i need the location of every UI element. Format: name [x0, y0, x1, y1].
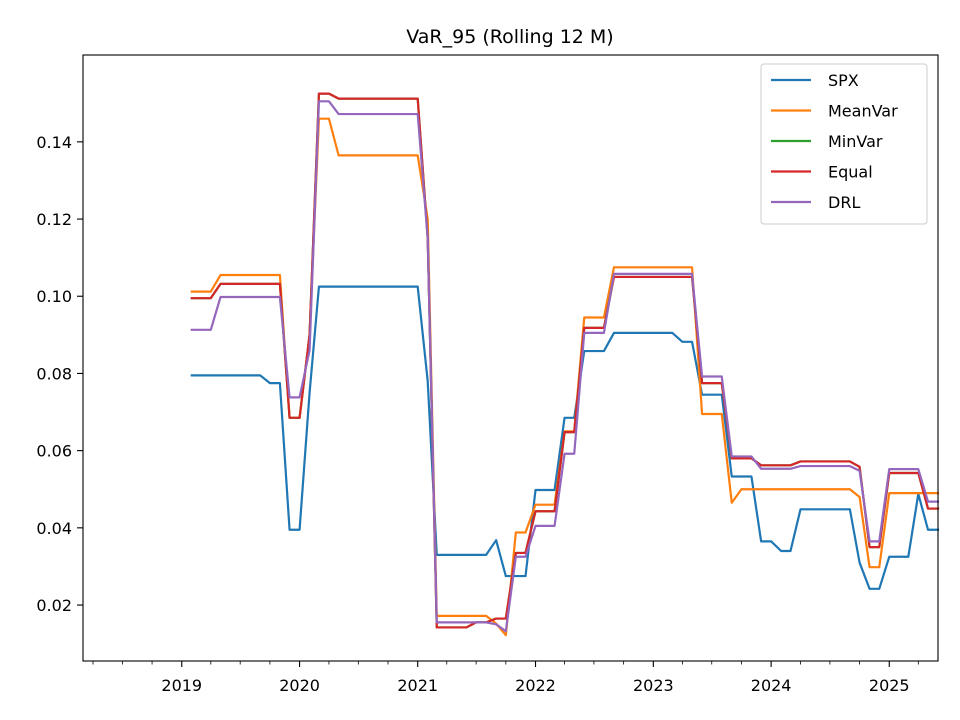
x-tick-label: 2022: [515, 676, 556, 695]
y-tick-label: 0.08: [36, 364, 72, 383]
x-tick-label: 2023: [633, 676, 674, 695]
legend: SPX MeanVar MinVar Equal DRL: [760, 63, 928, 225]
y-tick-label: 0.14: [36, 133, 72, 152]
series-line-spx: [190, 285, 940, 590]
x-axis: 2019 2020 2021 2022 2023 2024 2025: [92, 661, 919, 695]
series-line-equal: [190, 92, 940, 629]
legend-label-spx: SPX: [828, 71, 859, 90]
y-axis: 0.02 0.04 0.06 0.08 0.10 0.12 0.14: [36, 133, 83, 615]
legend-box: [760, 63, 928, 225]
y-tick-label: 0.12: [36, 210, 72, 229]
y-tick-label: 0.02: [36, 596, 72, 615]
x-tick-label: 2025: [869, 676, 910, 695]
legend-label-meanvar: MeanVar: [828, 102, 898, 121]
x-tick-label: 2020: [279, 676, 320, 695]
y-tick-label: 0.10: [36, 287, 72, 306]
y-tick-label: 0.04: [36, 519, 72, 538]
x-tick-label: 2021: [397, 676, 438, 695]
series-line-drl: [190, 100, 940, 633]
axes-frame: [82, 54, 939, 662]
series-layer: [190, 92, 940, 637]
x-tick-label: 2019: [161, 676, 202, 695]
legend-label-minvar: MinVar: [828, 132, 883, 151]
chart-title: VaR_95 (Rolling 12 M): [406, 26, 613, 48]
legend-label-drl: DRL: [828, 193, 860, 212]
y-tick-label: 0.06: [36, 442, 72, 461]
legend-label-equal: Equal: [828, 163, 873, 182]
x-tick-label: 2024: [751, 676, 792, 695]
